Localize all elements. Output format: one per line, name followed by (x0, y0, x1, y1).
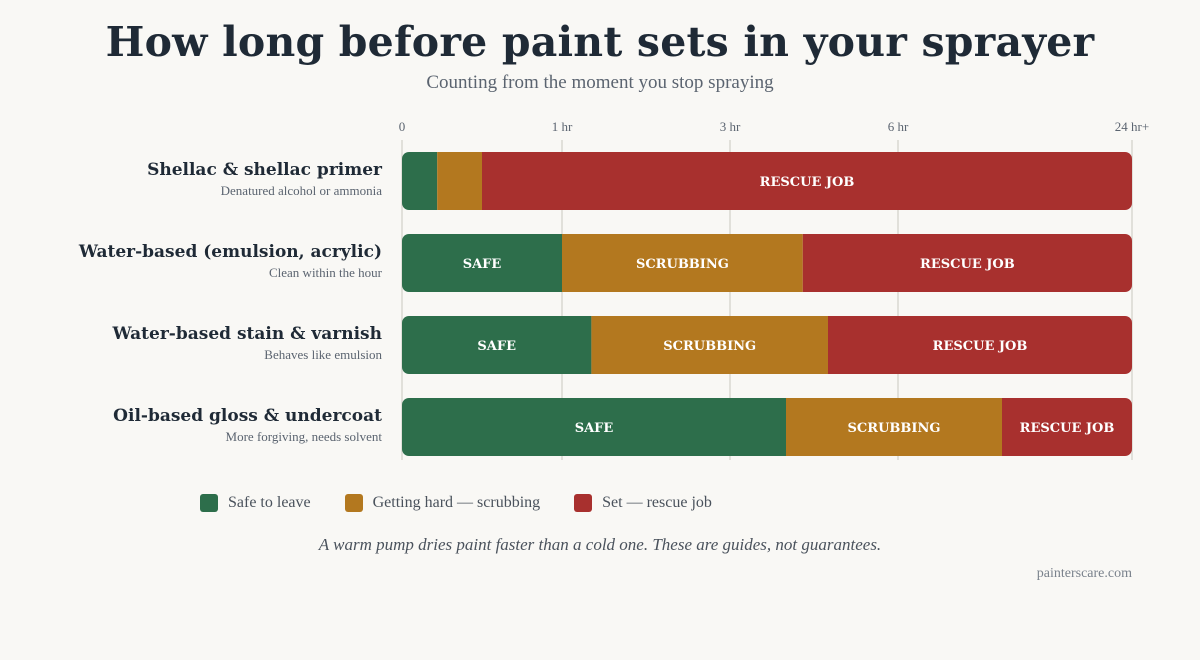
bar-label-rescue: RESCUE JOB (920, 257, 1015, 272)
legend-item-rescue: Set — rescue job (574, 494, 712, 512)
row-label: Water-based stain & varnish Behaves like … (2, 324, 382, 363)
row-name: Water-based (emulsion, acrylic) (78, 242, 382, 262)
bar-label-safe: SAFE (575, 421, 614, 436)
bar-segment-safe (402, 316, 592, 374)
row-label: Oil-based gloss & undercoat More forgivin… (2, 406, 382, 445)
bar-label-safe: SAFE (477, 339, 516, 354)
x-tick-label: 0 (399, 119, 406, 134)
bar-row (402, 152, 1132, 210)
legend-label-rescue: Set — rescue job (602, 494, 712, 511)
bar-row (402, 234, 1132, 292)
chart-area: 0 1 hr 3 hr 6 hr 24 hr+ RESCUE JOB SAFE SCRUBBI… (399, 119, 1149, 460)
legend-label-scrubbing: Getting hard — scrubbing (372, 494, 541, 511)
bar-segment-rescue (1002, 398, 1132, 456)
x-tick-label: 6 hr (888, 119, 909, 134)
bar-segment-scrubbing (562, 234, 803, 292)
x-tick-label: 3 hr (720, 119, 741, 134)
chart-title: How long before paint sets in your spray… (105, 18, 1095, 66)
bar-label-scrubbing: SCRUBBING (636, 257, 729, 272)
bar-row (402, 316, 1132, 374)
legend-label-safe: Safe to leave (228, 494, 311, 511)
legend: Safe to leave Getting hard — scrubbing S… (200, 494, 712, 512)
bar-row (402, 398, 1132, 456)
x-tick-label: 1 hr (552, 119, 573, 134)
chart-subtitle: Counting from the moment you stop sprayi… (426, 72, 774, 93)
bar-segment-rescue (828, 316, 1132, 374)
bar-segment-safe (402, 152, 438, 210)
bar-label-rescue: RESCUE JOB (760, 175, 855, 190)
legend-item-safe: Safe to leave (200, 494, 311, 512)
bar-segment-rescue (482, 152, 1132, 210)
row-name: Water-based stain & varnish (112, 324, 382, 344)
row-name: Oil-based gloss & undercoat (113, 406, 382, 426)
legend-swatch-scrubbing (344, 494, 363, 512)
bar-segment-safe (402, 398, 786, 456)
x-tick-label: 24 hr+ (1115, 119, 1149, 134)
row-note: Clean within the hour (268, 265, 382, 280)
bar-segment-rescue (802, 234, 1132, 292)
bar-label-scrubbing: SCRUBBING (663, 339, 756, 354)
bar-segment-scrubbing (591, 316, 828, 374)
footnote: A warm pump dries paint faster than a co… (318, 535, 882, 554)
bar-label-rescue: RESCUE JOB (933, 339, 1028, 354)
bar-segment-scrubbing (437, 152, 482, 210)
bar-label-rescue: RESCUE JOB (1020, 421, 1115, 436)
row-note: Denatured alcohol or ammonia (220, 183, 382, 198)
bar-segment-scrubbing (786, 398, 1002, 456)
row-name: Shellac & shellac primer (147, 160, 382, 180)
row-note: More forgiving, needs solvent (225, 429, 382, 444)
row-label: Shellac & shellac primer Denatured alcoho… (2, 160, 382, 199)
row-note: Behaves like emulsion (264, 347, 382, 362)
legend-item-scrubbing: Getting hard — scrubbing (344, 494, 541, 512)
source-credit: painterscare.com (1036, 566, 1132, 581)
legend-swatch-rescue (574, 494, 593, 512)
row-label: Water-based (emulsion, acrylic) Clean wit… (2, 242, 382, 281)
bar-label-scrubbing: SCRUBBING (848, 421, 941, 436)
bar-label-safe: SAFE (463, 257, 502, 272)
legend-swatch-safe (200, 494, 218, 512)
bar-segment-safe (402, 234, 562, 292)
